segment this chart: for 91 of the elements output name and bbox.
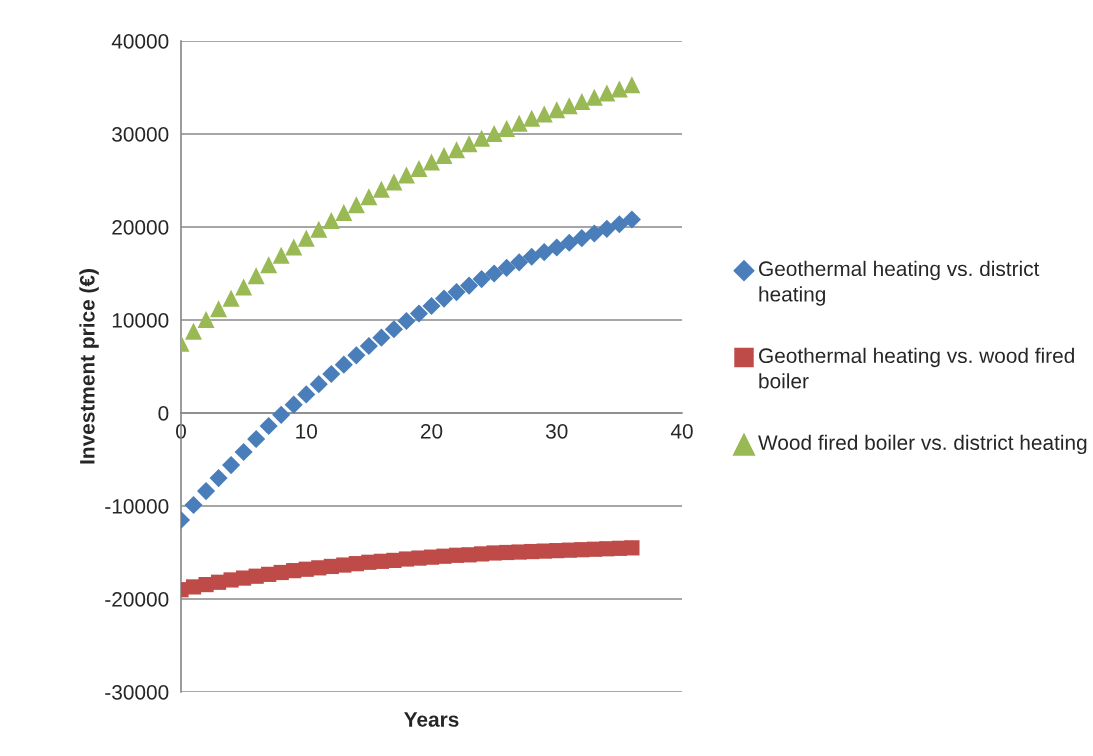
point <box>422 153 441 171</box>
point <box>310 220 328 238</box>
y-tick-label: -10000 <box>105 499 169 514</box>
point <box>522 247 541 266</box>
point <box>322 364 341 383</box>
x-tick-label: 10 <box>296 423 318 439</box>
point <box>222 289 240 307</box>
point <box>297 229 315 247</box>
y-tick-label: 30000 <box>112 127 169 142</box>
y-tick-label: 40000 <box>111 34 169 49</box>
point <box>359 336 378 356</box>
point <box>347 196 365 214</box>
point <box>259 416 278 436</box>
y-tick-label: 0 <box>158 406 169 421</box>
point <box>247 429 266 449</box>
point <box>297 385 316 404</box>
point <box>422 297 441 316</box>
point <box>372 328 391 347</box>
legend-label: Wood fired boiler vs. district heating <box>758 434 1087 455</box>
point <box>360 188 378 206</box>
point <box>322 211 340 229</box>
point <box>334 355 353 374</box>
point <box>623 76 641 94</box>
point <box>560 97 578 115</box>
point <box>447 283 466 302</box>
point <box>460 276 479 295</box>
point <box>510 114 528 132</box>
point <box>610 215 629 234</box>
y-tick-label: -30000 <box>105 685 169 700</box>
y-tick-label: 20000 <box>112 220 169 235</box>
point <box>585 224 604 243</box>
y-tick-label: -20000 <box>105 592 169 607</box>
point <box>235 278 253 296</box>
y-tick-label: 10000 <box>112 313 169 328</box>
point <box>498 119 516 137</box>
x-axis-title: Years <box>404 712 459 727</box>
point <box>473 129 491 147</box>
point <box>197 311 215 329</box>
point <box>372 180 390 198</box>
x-tick-label: 20 <box>420 423 443 439</box>
x-tick-label: 0 <box>176 423 186 439</box>
point <box>434 289 454 308</box>
point <box>472 270 491 289</box>
point <box>598 84 616 102</box>
point <box>448 141 466 159</box>
point <box>572 229 591 248</box>
point <box>497 258 516 277</box>
y-axis-title: Investment price (€) <box>79 269 99 464</box>
x-tick-label: 30 <box>545 423 568 439</box>
point <box>210 300 228 318</box>
point <box>185 322 203 340</box>
point <box>284 395 303 414</box>
point <box>560 233 579 252</box>
point <box>272 246 290 264</box>
point <box>385 173 403 191</box>
point <box>184 496 203 515</box>
point <box>485 125 503 143</box>
point <box>384 320 403 339</box>
point <box>535 243 554 262</box>
point <box>409 304 429 323</box>
point <box>397 166 415 184</box>
point <box>485 264 504 283</box>
point <box>435 146 453 164</box>
point <box>247 267 265 285</box>
point <box>460 135 478 153</box>
point <box>234 443 253 462</box>
point <box>335 204 353 222</box>
point <box>260 256 278 274</box>
point <box>209 469 228 488</box>
point <box>197 482 216 501</box>
point <box>410 159 428 177</box>
legend-label: Geothermal heating vs. district heating <box>759 260 1040 306</box>
legend-label: Geothermal heating vs. wood fired boiler <box>759 347 1074 389</box>
point <box>397 311 416 330</box>
point <box>610 80 628 98</box>
point <box>523 109 541 127</box>
point <box>622 210 641 229</box>
point <box>272 405 291 424</box>
point <box>597 219 616 238</box>
point <box>535 105 553 123</box>
point <box>347 346 366 365</box>
point <box>548 101 566 119</box>
x-tick-label: 40 <box>670 423 693 439</box>
point <box>222 456 241 475</box>
point <box>624 540 640 556</box>
point <box>547 238 566 257</box>
point <box>510 253 529 272</box>
point <box>285 238 303 256</box>
point <box>585 88 603 106</box>
point <box>309 375 328 394</box>
point <box>573 92 591 110</box>
